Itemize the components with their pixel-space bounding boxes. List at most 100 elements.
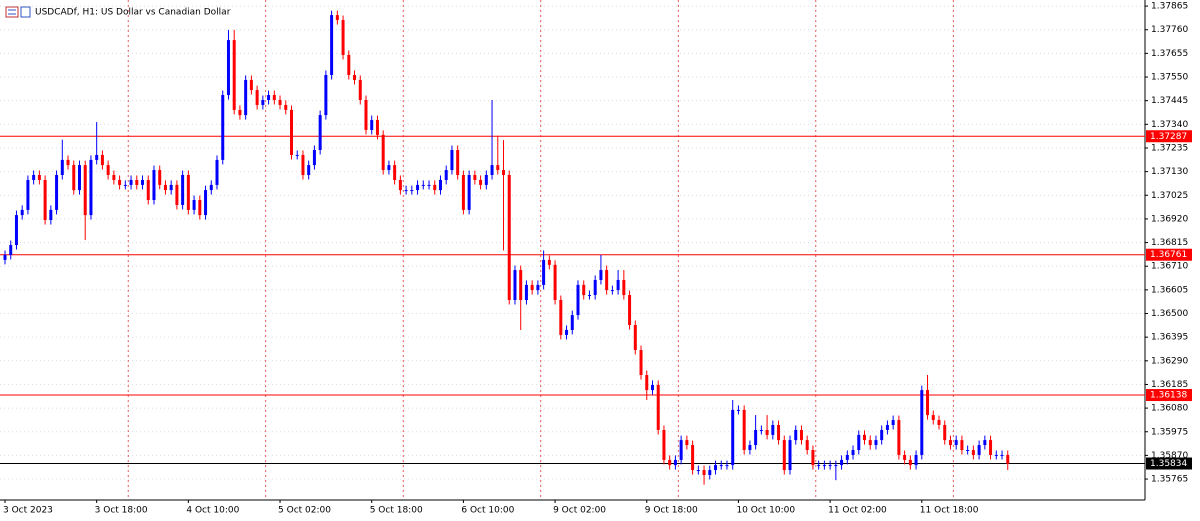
- candle-body: [444, 170, 448, 180]
- chart-title: USDCADf, H1: US Dollar vs Canadian Dolla…: [35, 8, 231, 18]
- candle-body: [215, 159, 219, 185]
- candle-body: [433, 184, 437, 191]
- candle-body: [977, 445, 981, 455]
- grid: [0, 0, 1145, 500]
- candle-body: [89, 159, 93, 216]
- candle-body: [931, 415, 935, 421]
- candle-body: [570, 315, 574, 330]
- x-tick-label: 9 Oct 18:00: [645, 506, 698, 516]
- y-tick-label: 1.35765: [1151, 475, 1188, 485]
- candle-body: [547, 259, 551, 265]
- candle-body: [324, 75, 328, 116]
- candle-body: [553, 264, 557, 300]
- candle-body: [891, 420, 895, 425]
- candle-body: [461, 175, 465, 210]
- candle-body: [794, 429, 798, 441]
- candle-body: [404, 190, 408, 192]
- candle-body: [983, 440, 987, 446]
- candle-body: [817, 465, 821, 467]
- candle-body: [43, 179, 47, 221]
- candle-body: [536, 284, 540, 291]
- x-tick-label: 5 Oct 18:00: [370, 506, 423, 516]
- candle-body: [209, 184, 213, 191]
- y-tick-label: 1.37235: [1151, 143, 1188, 153]
- candle-body: [960, 440, 964, 450]
- candle-body: [966, 450, 970, 451]
- y-tick-label: 1.37550: [1151, 73, 1188, 83]
- candle-body: [559, 300, 563, 335]
- candle-body: [484, 175, 488, 185]
- candle-body: [868, 440, 872, 446]
- price-level-label: 1.37287: [1150, 132, 1187, 142]
- candle-body: [204, 190, 208, 216]
- candle-body: [364, 100, 368, 130]
- candle-body: [393, 165, 397, 180]
- candle-body: [811, 450, 815, 466]
- candle-body: [885, 425, 889, 430]
- candle-body: [473, 175, 477, 180]
- candle-body: [507, 175, 511, 300]
- candles: [3, 10, 1010, 485]
- y-tick-label: 1.37445: [1151, 96, 1188, 106]
- y-tick-label: 1.37760: [1151, 25, 1188, 35]
- candle-body: [14, 215, 18, 246]
- candle-body: [948, 440, 952, 446]
- y-tick-label: 1.37130: [1151, 167, 1188, 177]
- candle-body: [20, 209, 24, 216]
- candle-body: [708, 470, 712, 475]
- candle-body: [668, 459, 672, 466]
- candle-body: [490, 165, 494, 175]
- candle-body: [874, 440, 878, 446]
- candle-body: [112, 175, 116, 180]
- candle-body: [645, 375, 649, 391]
- candle-body: [759, 429, 763, 431]
- candle-body: [83, 165, 87, 216]
- candle-body: [238, 109, 242, 116]
- candle-body: [513, 270, 517, 300]
- symbol-icon: [5, 6, 31, 18]
- candle-body: [679, 440, 683, 460]
- candle-body: [696, 470, 700, 472]
- candle-body: [754, 429, 758, 446]
- candle-body: [66, 159, 70, 166]
- candle-body: [438, 179, 442, 191]
- candle-body: [582, 284, 586, 296]
- candle-body: [77, 165, 81, 191]
- candle-body: [1006, 454, 1010, 464]
- candle-body: [502, 170, 506, 175]
- candle-body: [284, 104, 288, 110]
- candle-body: [702, 470, 706, 475]
- candle-body: [771, 425, 775, 435]
- x-tick-label: 5 Oct 02:00: [278, 506, 331, 516]
- candle-body: [232, 40, 236, 110]
- candle-body: [141, 179, 145, 185]
- candle-body: [943, 425, 947, 441]
- candle-body: [799, 429, 803, 441]
- candle-body: [335, 15, 339, 21]
- candle-body: [95, 154, 99, 160]
- candle-body: [387, 165, 391, 171]
- candle-body: [72, 165, 76, 191]
- y-tick-label: 1.37655: [1151, 49, 1188, 59]
- candle-body: [255, 90, 259, 105]
- x-tick-label: 10 Oct 10:00: [736, 506, 795, 516]
- candle-body: [857, 434, 861, 450]
- candle-body: [118, 179, 122, 185]
- candle-body: [9, 245, 13, 255]
- candle-body: [920, 390, 924, 455]
- candle-body: [736, 409, 740, 411]
- candle-body: [312, 150, 316, 166]
- candle-body: [639, 350, 643, 375]
- x-tick-label: 4 Oct 10:00: [186, 506, 239, 516]
- y-tick-label: 1.36605: [1151, 285, 1188, 295]
- y-tick-label: 1.36815: [1151, 238, 1188, 248]
- candle-body: [3, 254, 7, 260]
- candle-body: [840, 459, 844, 466]
- candle-body: [244, 79, 248, 116]
- x-tick-label: 3 Oct 2023: [3, 506, 53, 516]
- candle-body: [318, 115, 322, 150]
- candle-body: [301, 154, 305, 175]
- candle-body: [290, 109, 293, 155]
